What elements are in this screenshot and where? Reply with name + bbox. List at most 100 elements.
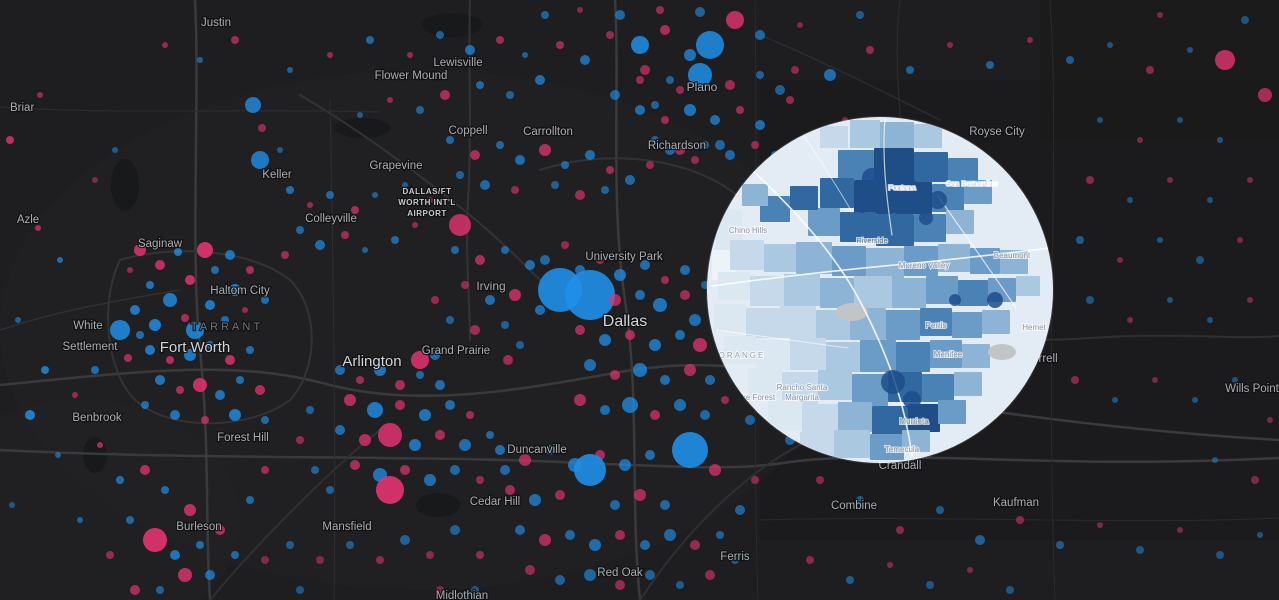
- dot-blue: [476, 81, 484, 89]
- map-label: Azle: [17, 214, 39, 226]
- dot-pink: [947, 42, 953, 48]
- dot-pink: [675, 145, 685, 155]
- dot-blue: [170, 410, 180, 420]
- dot-pink: [751, 476, 759, 484]
- dot-blue: [221, 316, 229, 324]
- choropleth-cell: [784, 274, 820, 306]
- choropleth-cell: [860, 340, 896, 372]
- dot-blue: [57, 257, 63, 263]
- dot-pink: [97, 442, 103, 448]
- dot-blue: [735, 505, 745, 515]
- dot-blue: [335, 365, 345, 375]
- dot-blue: [700, 410, 710, 420]
- dot-pink: [1127, 317, 1133, 323]
- choropleth-cell: [870, 434, 904, 460]
- dot-blue: [1097, 117, 1103, 123]
- dot-pink: [395, 400, 405, 410]
- dot-blue: [391, 236, 399, 244]
- dot-pink: [636, 76, 644, 84]
- dot-pink: [35, 225, 41, 231]
- dot-blue: [541, 11, 549, 19]
- dot-pink: [1177, 527, 1183, 533]
- inset-map[interactable]: Fontana San Bernardino Riverside Chino Hill…: [706, 116, 1054, 464]
- choropleth-cell: [886, 310, 920, 340]
- dot-blue: [424, 474, 436, 486]
- dot-pink: [376, 476, 404, 504]
- dot-blue: [416, 106, 424, 114]
- dot-blue: [196, 541, 204, 549]
- dot-blue: [480, 180, 490, 190]
- dot-blue: [286, 186, 294, 194]
- dot-blue: [1177, 117, 1183, 123]
- dot-blue: [645, 570, 655, 580]
- inset-dot: [987, 292, 1003, 308]
- road-path: [883, 117, 893, 236]
- inset-outline: [706, 116, 1054, 464]
- dot-blue: [335, 425, 345, 435]
- dot-pink: [896, 526, 904, 534]
- dot-pink: [461, 281, 469, 289]
- dot-blue: [635, 105, 645, 115]
- dot-blue: [856, 496, 864, 504]
- inset-label: Moreno Valley: [899, 261, 950, 270]
- lake-shape: [416, 493, 460, 517]
- inset-dot: [891, 176, 919, 204]
- road-path: [1049, 0, 1056, 600]
- dot-pink: [436, 586, 444, 594]
- dot-blue: [574, 454, 606, 486]
- road-path: [759, 34, 941, 121]
- choropleth-cell: [826, 342, 860, 372]
- dot-blue: [515, 525, 525, 535]
- dot-pink: [449, 214, 471, 236]
- dot-pink: [261, 556, 269, 564]
- dot-pink: [1117, 257, 1123, 263]
- dot-pink: [556, 41, 564, 49]
- dot-pink: [816, 476, 824, 484]
- dot-pink: [676, 86, 684, 94]
- inset-dot: [949, 294, 961, 306]
- dot-blue: [584, 359, 596, 371]
- dot-pink: [316, 556, 324, 564]
- dot-blue: [535, 75, 545, 85]
- dot-blue: [585, 150, 595, 160]
- dot-pink: [155, 260, 165, 270]
- dot-blue: [645, 450, 655, 460]
- dot-blue: [357, 112, 363, 118]
- choropleth-cell: [952, 312, 982, 338]
- choropleth-cell: [724, 336, 756, 364]
- dot-blue: [1192, 397, 1198, 403]
- dot-blue: [701, 141, 709, 149]
- inset-label: Chino Hills: [729, 226, 767, 235]
- dot-pink: [359, 434, 371, 446]
- inset-label: Riverside: [856, 236, 887, 245]
- dot-blue: [515, 155, 525, 165]
- dot-pink: [184, 504, 196, 516]
- map-label: Cedar Hill: [470, 496, 521, 508]
- dot-pink: [791, 66, 799, 74]
- dot-blue: [653, 298, 667, 312]
- dot-blue: [9, 502, 15, 508]
- dot-blue: [506, 91, 514, 99]
- road-path: [0, 448, 1279, 469]
- choropleth-cell: [922, 374, 954, 402]
- choropleth-cell: [964, 180, 992, 204]
- map-label: Burleson: [176, 521, 221, 533]
- choropleth-cell: [938, 244, 970, 272]
- dot-blue: [600, 405, 610, 415]
- dot-blue: [1196, 256, 1204, 264]
- dot-blue: [1216, 551, 1224, 559]
- road-path: [299, 94, 546, 286]
- dot-pink: [470, 150, 480, 160]
- dot-pink: [476, 551, 484, 559]
- map-label: AIRPORT: [407, 209, 447, 218]
- choropleth-cell: [948, 158, 978, 184]
- dot-pink: [225, 355, 235, 365]
- dot-pink: [176, 386, 184, 394]
- choropleth-cell: [714, 304, 746, 332]
- dot-pink: [356, 376, 364, 384]
- dot-pink: [435, 430, 445, 440]
- dot-blue: [731, 556, 739, 564]
- road-path: [0, 289, 181, 331]
- choropleth-cell: [954, 372, 982, 396]
